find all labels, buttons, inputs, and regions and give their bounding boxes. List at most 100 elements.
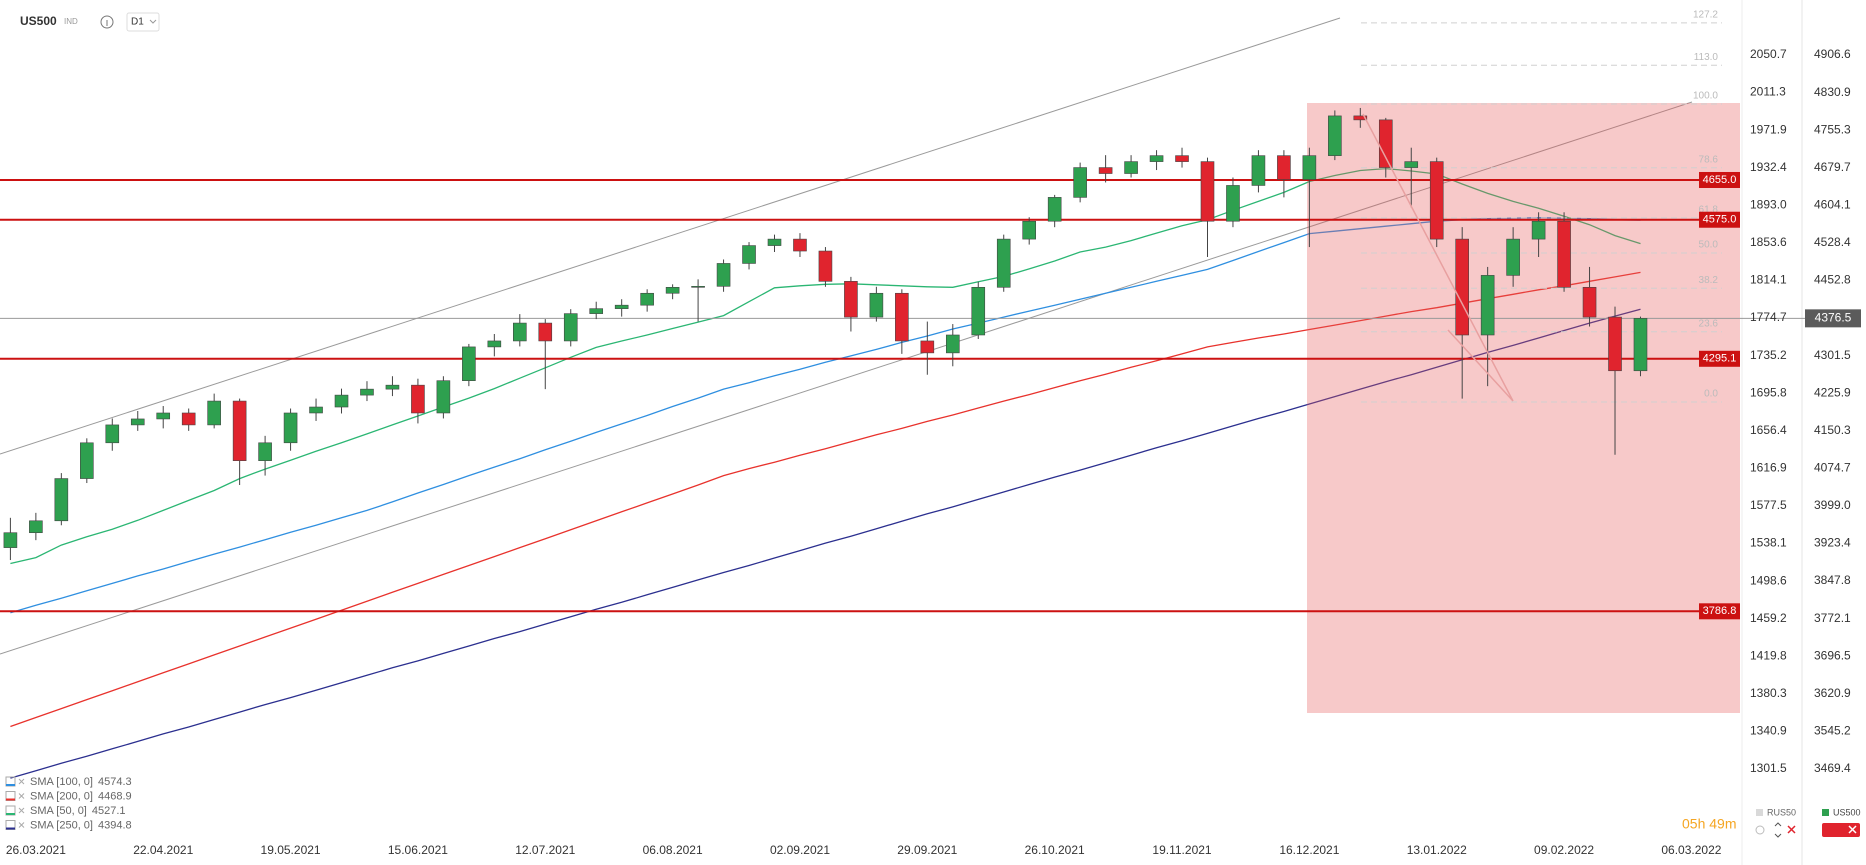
- level-label: 4655.0: [1703, 174, 1737, 186]
- candle-body: [207, 400, 221, 426]
- candle-body: [436, 380, 451, 414]
- legend-swatch: [6, 784, 15, 786]
- timeframe-select[interactable]: [126, 12, 160, 32]
- fib-label: 23.6: [1699, 318, 1719, 329]
- sma-line: [10, 308, 1641, 779]
- candle-body: [614, 304, 629, 309]
- y-tick-label: 3696.5: [1814, 648, 1851, 662]
- candle-body: [691, 286, 705, 288]
- candle-body: [462, 346, 476, 381]
- legend-value: 4394.8: [98, 819, 132, 831]
- legend-remove[interactable]: [18, 822, 25, 828]
- last-price-label: 4376.5: [1815, 311, 1852, 325]
- last-price-box: [1805, 309, 1861, 328]
- candle-body: [920, 340, 935, 354]
- candle-body: [1353, 115, 1368, 121]
- candle-body: [1124, 161, 1138, 174]
- info-icon[interactable]: [100, 15, 114, 29]
- y2-tick-label: 1498.6: [1750, 573, 1787, 587]
- legend-name: SMA [50, 0]: [30, 805, 87, 817]
- candle-body: [283, 412, 298, 444]
- y-tick-label: 4679.7: [1814, 160, 1851, 174]
- legend-value: 4527.1: [92, 805, 126, 817]
- level-box: [1699, 171, 1740, 188]
- fib-label: 0.0: [1704, 389, 1718, 400]
- legend-value: 4574.3: [98, 776, 132, 788]
- symbol-controls[interactable]: [1822, 823, 1860, 837]
- level-box: [1699, 603, 1740, 620]
- channel-line: [0, 101, 1693, 655]
- candle-body: [1302, 155, 1317, 180]
- candle-body: [80, 442, 94, 479]
- sma-legend: SMA [100, 0] 4574.3 SMA [200, 0] 4468.9 SMA …: [5, 776, 132, 831]
- y-tick-label: 4225.9: [1814, 385, 1851, 399]
- candle-body: [665, 286, 680, 294]
- compare-order[interactable]: [1774, 822, 1782, 838]
- candle-body: [232, 400, 247, 461]
- y-tick-label: 4604.1: [1814, 197, 1851, 211]
- candle-body: [1047, 197, 1062, 222]
- y2-tick-label: 1814.1: [1750, 273, 1787, 287]
- candle-body: [716, 263, 731, 287]
- y2-tick-label: 1774.7: [1750, 310, 1787, 324]
- candle-body: [1200, 161, 1215, 222]
- zone-rect: [1307, 103, 1740, 713]
- candle-body: [1022, 220, 1037, 240]
- legend-swatch: [6, 813, 15, 815]
- x-tick-label: 09.02.2022: [1534, 843, 1594, 857]
- legend-remove[interactable]: [18, 807, 25, 814]
- y-tick-label: 3620.9: [1814, 686, 1851, 700]
- candle-body: [869, 292, 884, 318]
- fib-label: 127.2: [1693, 10, 1718, 21]
- candle-body: [258, 442, 272, 461]
- levels: 4655.0 4575.0 4295.1 3786.8: [0, 171, 1805, 620]
- y-tick-label: 3999.0: [1814, 498, 1851, 512]
- y2-tick-label: 1459.2: [1750, 611, 1787, 625]
- legend-remove[interactable]: [18, 793, 25, 799]
- candle-body: [1175, 155, 1189, 162]
- candle-body: [105, 424, 120, 444]
- candle-body: [334, 394, 349, 408]
- candle-body: [1633, 318, 1648, 372]
- y2-tick-label: 1735.2: [1750, 348, 1787, 362]
- x-tick-label: 16.12.2021: [1279, 843, 1339, 857]
- compare-visibility[interactable]: [1755, 825, 1765, 835]
- candle-body: [945, 334, 960, 354]
- channel: [0, 17, 1693, 655]
- level-box: [1699, 350, 1740, 367]
- candle-body: [156, 412, 171, 420]
- level-label: 4295.1: [1703, 353, 1737, 365]
- y-tick-label: 3545.2: [1814, 724, 1851, 738]
- channel-line: [0, 17, 1341, 455]
- x-tick-label: 15.06.2021: [388, 843, 448, 857]
- candle-body: [844, 281, 858, 318]
- candle-body: [1098, 167, 1113, 174]
- y2-tick-label: 1577.5: [1750, 498, 1787, 512]
- y2-tick-label: 1932.4: [1750, 160, 1787, 174]
- y-tick-label: 4150.3: [1814, 423, 1851, 437]
- legend-remove[interactable]: [18, 778, 25, 785]
- level-label: 3786.8: [1703, 605, 1737, 617]
- y2-tick-label: 1971.9: [1750, 122, 1787, 136]
- fib-label: 100.0: [1693, 91, 1718, 102]
- legend-swatch: [6, 827, 15, 830]
- compare-remove[interactable]: [1787, 825, 1796, 834]
- y2-tick-label: 1616.9: [1750, 461, 1787, 475]
- symbol-remove[interactable]: [1848, 825, 1857, 834]
- y2-tick-label: 1419.8: [1750, 648, 1787, 662]
- candle-body: [996, 238, 1011, 288]
- y2-tick-label: 2050.7: [1750, 47, 1787, 61]
- y-tick-label: 3923.4: [1814, 536, 1851, 550]
- candle-body: [1531, 220, 1546, 240]
- x-tick-label: 19.05.2021: [261, 843, 321, 857]
- candle-body: [1226, 185, 1240, 222]
- candle-body: [181, 412, 196, 426]
- x-tick-label: 06.03.2022: [1661, 843, 1721, 857]
- candle-body: [1429, 161, 1444, 240]
- candle-body: [1277, 155, 1291, 180]
- candle-body: [818, 250, 833, 282]
- candles: [3, 107, 1648, 561]
- y2-tick-label: 1893.0: [1750, 197, 1787, 211]
- compare-name: RUS50: [1767, 807, 1796, 817]
